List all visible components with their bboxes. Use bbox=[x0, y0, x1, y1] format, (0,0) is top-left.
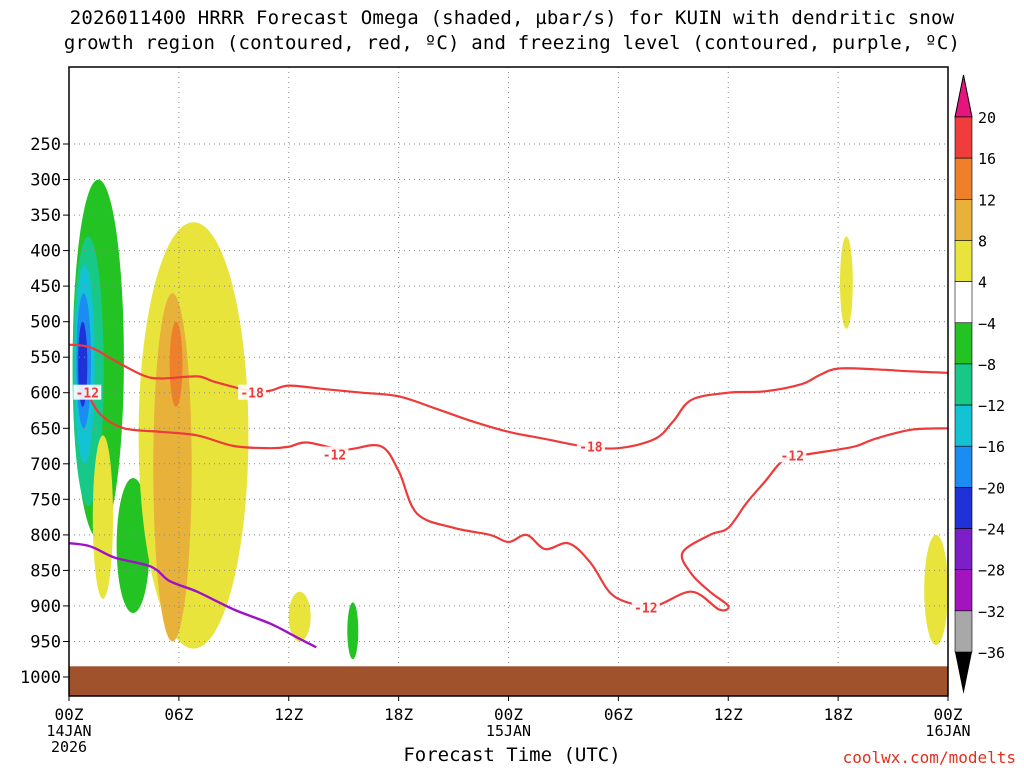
colorbar-swatch bbox=[954, 281, 973, 324]
colorbar-label: −28 bbox=[978, 562, 1005, 580]
colorbar-label: −20 bbox=[978, 479, 1005, 497]
omega-region bbox=[116, 478, 150, 613]
omega-region bbox=[347, 602, 359, 660]
colorbar-swatch bbox=[954, 116, 973, 159]
omega-region bbox=[169, 321, 183, 407]
colorbar-label: 16 bbox=[978, 150, 996, 168]
y-tick-label: 250 bbox=[30, 135, 61, 155]
omega-colorbar: 20 16 12 8 4 −4 −8 −12 −16 −20 −24 −28 −32 −36 bbox=[954, 74, 1005, 694]
contour-label: -12 bbox=[323, 449, 346, 464]
y-tick-label: 450 bbox=[30, 277, 61, 297]
colorbar-label: 12 bbox=[978, 191, 996, 209]
colorbar-label: −4 bbox=[978, 315, 996, 333]
freezing-level-line bbox=[69, 541, 317, 649]
y-tick-label: 650 bbox=[30, 419, 61, 439]
x-tick-label: 00Z bbox=[55, 705, 84, 724]
x-axis-label: Forecast Time (UTC) bbox=[403, 744, 621, 766]
colorbar-label: 20 bbox=[978, 109, 996, 127]
y-tick-label: 500 bbox=[30, 313, 61, 333]
y-tick-label: 700 bbox=[30, 455, 61, 475]
colorbar-label: −24 bbox=[978, 521, 1005, 539]
y-tick-label: 400 bbox=[30, 242, 61, 262]
y-tick-label: 300 bbox=[30, 171, 61, 191]
colorbar-label: −32 bbox=[978, 603, 1005, 621]
contour-label: -18 bbox=[240, 387, 264, 402]
site-credit: coolwx.com/modelts bbox=[842, 748, 1016, 767]
omega-region bbox=[840, 236, 853, 329]
colorbar-swatch bbox=[954, 404, 973, 447]
colorbar-label: −36 bbox=[978, 644, 1005, 662]
y-tick-label: 550 bbox=[30, 348, 61, 368]
colorbar-bottom-arrow bbox=[955, 652, 972, 694]
omega-region bbox=[92, 435, 113, 599]
contour-label: -12 bbox=[634, 601, 657, 616]
x-tick-label: 06Z bbox=[164, 705, 193, 724]
contour-layer: -18 -18 -12 -12 -12 -12 bbox=[69, 343, 948, 649]
colorbar-swatch bbox=[954, 240, 973, 282]
contour-label: -18 bbox=[579, 441, 603, 456]
contour-label: -12 bbox=[76, 387, 99, 402]
colorbar-swatch bbox=[954, 487, 973, 529]
y-tick-label: 750 bbox=[30, 490, 61, 510]
colorbar-swatch bbox=[954, 445, 973, 488]
colorbar-swatch bbox=[954, 528, 973, 570]
contour-label-bg bbox=[778, 447, 807, 463]
colorbar-label: 8 bbox=[978, 233, 987, 251]
contour-label-bg bbox=[238, 384, 267, 400]
y-tick-label: 900 bbox=[30, 597, 61, 617]
omega-region bbox=[924, 534, 948, 646]
contour-label-bg bbox=[73, 384, 102, 400]
terrain-below-ground bbox=[69, 666, 948, 696]
omega-region bbox=[288, 591, 311, 642]
x-tick-date-label: 16JAN bbox=[925, 722, 970, 740]
terrain-layer bbox=[69, 666, 948, 696]
contour-label-bg bbox=[320, 446, 349, 462]
colorbar-label: 4 bbox=[978, 274, 987, 292]
x-tick-label: 12Z bbox=[714, 705, 743, 724]
contour-label: -12 bbox=[781, 449, 804, 464]
x-tick-label: 18Z bbox=[384, 705, 413, 724]
x-tick-label: 00Z bbox=[934, 705, 963, 724]
colorbar-swatch bbox=[954, 199, 973, 241]
x-tick-date-label: 15JAN bbox=[486, 722, 531, 740]
colorbar-label: −16 bbox=[978, 438, 1005, 456]
colorbar-label: −12 bbox=[978, 397, 1005, 415]
omega-region bbox=[153, 293, 192, 642]
x-tick-date-label: 14JAN bbox=[46, 722, 91, 740]
omega-shading-layer bbox=[72, 179, 948, 660]
x-tick-date-label: 2026 bbox=[51, 738, 87, 756]
chart-title-line-2: growth region (contoured, red, ºC) and f… bbox=[63, 32, 961, 54]
contour-label-bg bbox=[576, 438, 605, 454]
colorbar-swatch bbox=[954, 157, 973, 200]
y-tick-label: 950 bbox=[30, 633, 61, 653]
chart-title-line-1: 2026011400 HRRR Forecast Omega (shaded, … bbox=[69, 7, 955, 29]
y-tick-label: 600 bbox=[30, 384, 61, 404]
colorbar-swatch bbox=[954, 610, 973, 653]
colorbar-swatch bbox=[954, 569, 973, 612]
x-tick-label: 18Z bbox=[824, 705, 853, 724]
x-tick-label: 00Z bbox=[494, 705, 523, 724]
colorbar-label: −8 bbox=[978, 356, 996, 374]
colorbar-swatch bbox=[954, 363, 973, 406]
y-tick-label: 350 bbox=[30, 206, 61, 226]
y-tick-label: 800 bbox=[30, 526, 61, 546]
x-tick-label: 06Z bbox=[604, 705, 633, 724]
dgz-contour-line bbox=[69, 343, 948, 450]
dgz-contour-line bbox=[86, 392, 948, 612]
y-tick-label: 1000 bbox=[20, 668, 61, 688]
axes-layer: 250 300 350 400 450 500 550 600 650 700 750 800 850 9… bbox=[20, 135, 971, 756]
y-tick-label: 850 bbox=[30, 561, 61, 581]
contour-label-bg bbox=[631, 599, 660, 615]
colorbar-top-arrow bbox=[954, 74, 973, 118]
colorbar-swatch bbox=[954, 322, 973, 365]
x-tick-label: 12Z bbox=[274, 705, 303, 724]
